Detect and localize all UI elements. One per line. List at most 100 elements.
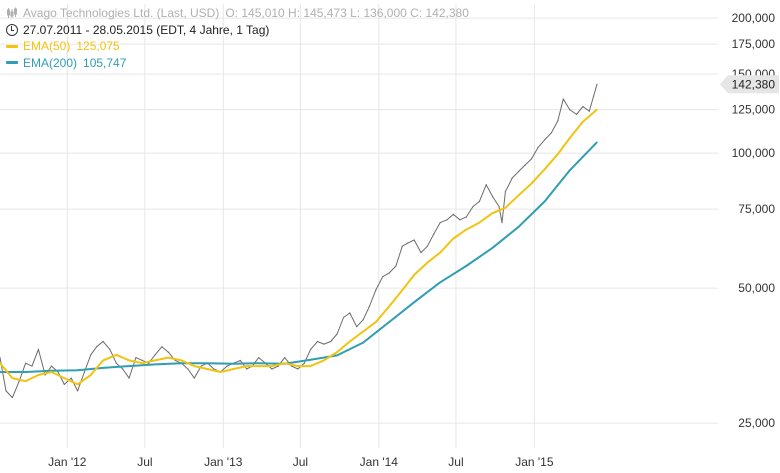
price-series-point — [277, 365, 279, 367]
ema50-series-point — [77, 383, 79, 385]
ema50-series-line — [0, 108, 598, 386]
y-tick-label: 100,000 — [732, 146, 776, 160]
price-series-point — [569, 109, 571, 111]
price-series-point — [323, 343, 325, 345]
price-series-point — [550, 132, 553, 134]
ema50-series-point — [413, 274, 415, 276]
price-series-point — [530, 158, 533, 160]
price-series-point — [439, 222, 441, 224]
price-series-point — [478, 200, 480, 203]
price-series-point — [382, 276, 384, 278]
price-series-point — [433, 233, 435, 235]
price-series-point — [284, 357, 286, 359]
ema200-series-group — [0, 141, 598, 373]
ema50-series-group — [0, 108, 598, 386]
ema50-series-point — [180, 359, 183, 361]
ema200-series-point — [310, 359, 312, 361]
x-tick-label: Jul — [293, 455, 308, 469]
price-series-point — [501, 222, 503, 224]
ema50-series-point — [193, 365, 195, 367]
x-tick-label: Jan '14 — [360, 455, 399, 469]
ema200-series-point — [388, 321, 390, 323]
ema50-series-point — [206, 368, 209, 370]
price-series-point — [258, 357, 260, 359]
legend-ema200-value: 105,747 — [83, 55, 127, 70]
price-series-point — [5, 390, 7, 392]
ema50-series-point — [439, 252, 441, 254]
ema200-series-point — [25, 371, 27, 373]
ema200-series-point — [77, 369, 79, 371]
ema50-series-point — [154, 359, 156, 361]
price-series-point — [167, 351, 169, 353]
price-series-point — [356, 326, 358, 328]
price-series-point — [342, 316, 345, 319]
last-price-tag: 142,380 — [720, 75, 779, 94]
price-series-point — [90, 354, 92, 356]
price-series-point — [187, 368, 189, 370]
ema50-series-point — [102, 359, 104, 361]
ema50-series-point — [582, 121, 584, 123]
clock-icon — [6, 23, 18, 36]
ema50-series-point — [232, 368, 235, 370]
price-series-point — [465, 216, 467, 218]
ema50-series-point — [128, 359, 130, 361]
price-series-line — [0, 84, 598, 399]
x-tick-label: Jul — [448, 455, 463, 469]
y-tick-label: 50,000 — [738, 281, 775, 295]
ema50-series-point — [557, 153, 559, 155]
price-series-point — [511, 177, 513, 179]
ema50-series-point — [375, 321, 377, 323]
legend-ohlc: O: 145,010 H: 145,473 L: 136,000 C: 142,… — [225, 6, 469, 20]
price-series-point — [407, 242, 409, 244]
ema200-series-point — [102, 367, 104, 369]
series-lines — [0, 83, 598, 399]
legend-ema50-row[interactable]: EMA(50) 125,075 — [6, 38, 469, 55]
last-price-tag-shape — [720, 75, 779, 94]
ema50-series-point — [504, 207, 506, 209]
price-series-point — [498, 205, 500, 208]
y-tick-label: 25,000 — [738, 416, 775, 430]
x-axis: Jan '12 Jul Jan '13 Jul Jan '14 Jul Jan '15 — [48, 455, 554, 469]
ema50-series-point — [310, 365, 312, 367]
legend-ema200-row[interactable]: EMA(200) 105,747 — [6, 55, 469, 72]
price-series-point — [593, 95, 595, 97]
ema200-series-point — [336, 354, 338, 356]
price-series-point — [128, 377, 130, 379]
ema50-series-point — [530, 183, 533, 185]
price-series-point — [596, 83, 598, 85]
ema50-series-point — [465, 229, 467, 231]
price-series-group — [0, 83, 598, 399]
ema200-swatch — [6, 61, 18, 65]
price-series-point — [11, 397, 13, 399]
price-series-point — [18, 380, 20, 382]
ema50-series-point — [544, 168, 546, 170]
price-series-point — [70, 377, 72, 379]
ema50-series-point — [0, 362, 1, 364]
price-series-point — [154, 354, 156, 356]
y-tick-label: 175,000 — [732, 37, 776, 51]
price-series-point — [582, 105, 584, 108]
ema50-series-point — [297, 365, 299, 367]
ema200-series-point — [569, 169, 571, 171]
ema50-series-point — [284, 362, 286, 364]
ema200-series-point — [0, 371, 1, 373]
price-series-point — [413, 239, 415, 241]
ema50-series-point — [219, 371, 221, 373]
price-series-point — [316, 340, 319, 343]
price-series-point — [226, 365, 228, 367]
price-series-point — [401, 245, 403, 247]
price-series-point — [375, 289, 377, 291]
ema50-series-point — [388, 305, 390, 308]
ema50-series-point — [569, 137, 571, 139]
price-series-point — [336, 333, 338, 335]
ema200-series-point — [544, 200, 546, 203]
ema200-series-point — [439, 281, 441, 283]
legend-ema200-label: EMA(200) — [23, 55, 78, 70]
ema200-series-point — [258, 362, 260, 364]
price-series-point — [193, 377, 195, 379]
candlestick-icon — [6, 7, 18, 19]
price-series-point — [446, 219, 448, 221]
ema50-series-point — [401, 289, 403, 291]
